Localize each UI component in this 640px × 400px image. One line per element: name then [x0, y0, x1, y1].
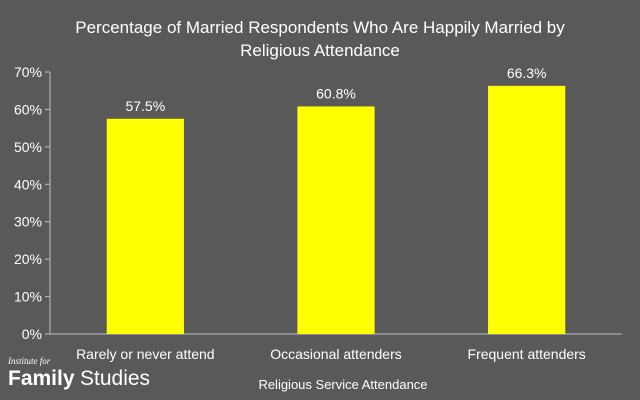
- bar-value-label: 66.3%: [507, 65, 547, 81]
- y-tick-label: 20%: [14, 251, 42, 267]
- bar: [488, 85, 566, 334]
- bar-value-label: 57.5%: [125, 98, 165, 114]
- x-category-label: Rarely or never attend: [76, 346, 215, 362]
- chart-title: Percentage of Married Respondents Who Ar…: [75, 18, 565, 60]
- y-tick-label: 50%: [14, 139, 42, 155]
- y-tick-label: 70%: [14, 64, 42, 80]
- category-labels: Rarely or never attend Occasional attende…: [76, 346, 586, 362]
- logo-top-text: Institute for: [8, 356, 51, 366]
- y-tick-label: 30%: [14, 214, 42, 230]
- chart-title-line-1: Percentage of Married Respondents Who Ar…: [75, 18, 565, 37]
- x-category-label: Frequent attenders: [468, 346, 586, 362]
- x-axis-title: Religious Service Attendance: [258, 377, 427, 392]
- institute-logo: Institute for Family Studies: [8, 356, 168, 396]
- y-tick-label: 10%: [14, 289, 42, 305]
- y-axis-ticks: 0% 10% 20% 30% 40% 50% 60% 70%: [14, 64, 50, 342]
- bar: [106, 118, 184, 335]
- chart-title-line-2: Religious Attendance: [240, 41, 400, 60]
- bar-value-label: 60.8%: [316, 85, 356, 101]
- bars: [106, 85, 566, 335]
- data-labels: 57.5% 60.8% 66.3%: [125, 65, 546, 114]
- y-tick-label: 40%: [14, 176, 42, 192]
- y-tick-label: 60%: [14, 101, 42, 117]
- logo-word-studies: Studies: [80, 367, 151, 390]
- y-tick-label: 0%: [22, 326, 42, 342]
- logo-word-family: Family: [8, 367, 75, 390]
- bar: [297, 106, 375, 334]
- x-category-label: Occasional attenders: [270, 346, 402, 362]
